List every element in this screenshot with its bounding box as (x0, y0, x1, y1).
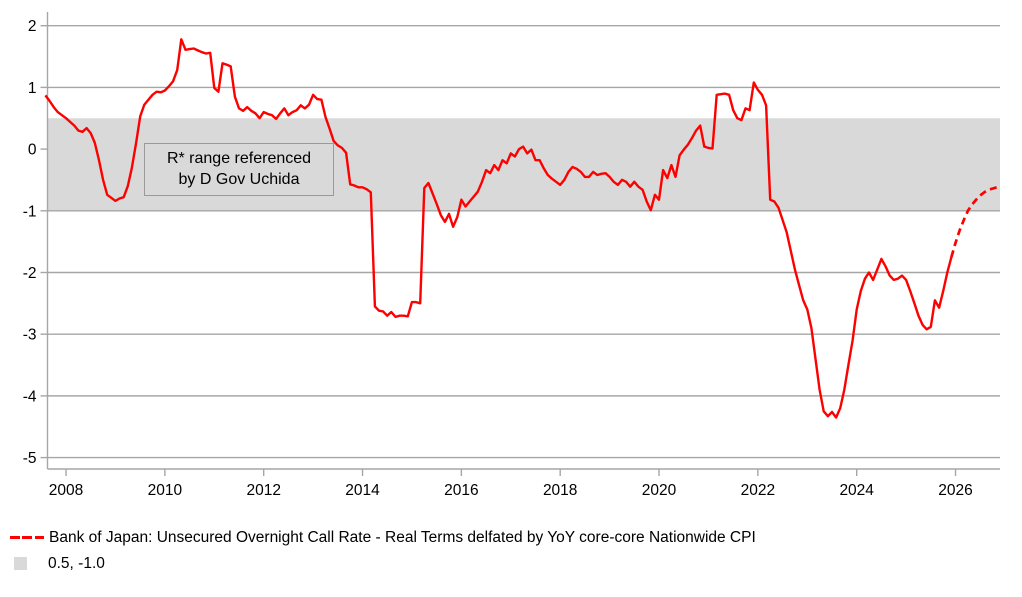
legend-item-series: Bank of Japan: Unsecured Overnight Call … (10, 527, 756, 548)
x-tick-label: 2024 (839, 482, 874, 499)
annotation-box: R* range referenced by D Gov Uchida (144, 143, 334, 196)
legend-series-label: Bank of Japan: Unsecured Overnight Call … (49, 528, 756, 546)
annotation-line2: by D Gov Uchida (178, 170, 300, 188)
line-chart: 2 1 0 -1 -2 -3 -4 -5 2008 2010 2012 2014 2016 2018 202… (23, 12, 1000, 499)
dashed-line-marker-icon (10, 535, 44, 540)
y-tick-label: -2 (23, 265, 37, 282)
legend-band-label: 0.5, -1.0 (48, 554, 105, 572)
legend-item-band: 0.5, -1.0 (10, 553, 756, 574)
y-tick-label: -5 (23, 450, 37, 467)
x-tick-label: 2010 (148, 482, 183, 499)
y-tick-label: -4 (23, 388, 37, 405)
y-tick-label: -3 (23, 327, 37, 344)
y-tick-label: -1 (23, 203, 37, 220)
x-tick-label: 2020 (642, 482, 677, 499)
x-tick-label: 2026 (938, 482, 972, 499)
y-tick-label: 0 (28, 142, 37, 159)
band-swatch-icon (14, 557, 27, 570)
x-tick-label: 2014 (345, 482, 380, 499)
legend: Bank of Japan: Unsecured Overnight Call … (10, 527, 756, 579)
x-tick-label: 2016 (444, 482, 478, 499)
y-tick-label: 2 (28, 18, 37, 35)
y-tick-label: 1 (28, 80, 37, 97)
x-tick-label: 2018 (543, 482, 577, 499)
annotation-line1: R* range referenced (166, 150, 312, 168)
x-tick-label: 2022 (741, 482, 775, 499)
rate-line-forecast-dashed (950, 186, 998, 258)
x-tick-label: 2012 (246, 482, 280, 499)
rate-line-solid (44, 38, 953, 419)
x-tick-label: 2008 (49, 482, 83, 499)
